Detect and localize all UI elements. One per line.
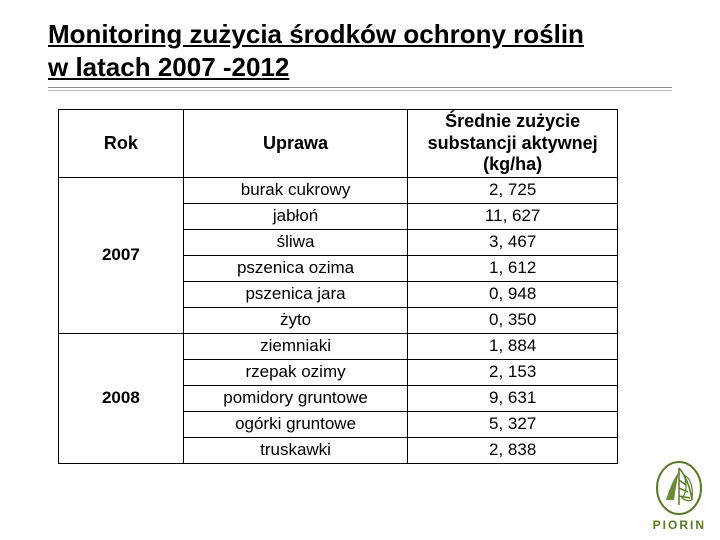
cell-rok: 2008	[59, 333, 184, 463]
cell-uprawa: rzepak ozimy	[183, 359, 408, 385]
cell-uprawa: jabłoń	[183, 203, 408, 229]
cell-uprawa: truskawki	[183, 437, 408, 463]
cell-value: 5, 327	[408, 411, 618, 437]
slide-content: Monitoring zużycia środków ochrony rośli…	[0, 0, 720, 464]
cell-value: 1, 612	[408, 255, 618, 281]
cell-value: 3, 467	[408, 229, 618, 255]
cell-value: 0, 350	[408, 307, 618, 333]
piorin-logo-text: PIORIN	[653, 518, 706, 532]
cell-uprawa: ogórki gruntowe	[183, 411, 408, 437]
cell-value: 2, 838	[408, 437, 618, 463]
cell-value: 9, 631	[408, 385, 618, 411]
table-row: 2007burak cukrowy2, 725	[59, 177, 618, 203]
cell-value: 11, 627	[408, 203, 618, 229]
usage-table: Rok Uprawa Średnie zużycie substancji ak…	[58, 109, 618, 464]
title-divider-2	[48, 90, 672, 91]
piorin-logo: PIORIN	[653, 460, 706, 532]
header-rok: Rok	[59, 110, 184, 178]
cell-uprawa: pszenica jara	[183, 281, 408, 307]
header-val: Średnie zużycie substancji aktywnej (kg/…	[408, 110, 618, 178]
cell-uprawa: ziemniaki	[183, 333, 408, 359]
cell-value: 2, 725	[408, 177, 618, 203]
cell-value: 0, 948	[408, 281, 618, 307]
page-title: Monitoring zużycia środków ochrony rośli…	[48, 18, 672, 83]
table-row: 2008ziemniaki1, 884	[59, 333, 618, 359]
title-divider-1	[48, 87, 672, 88]
cell-uprawa: pszenica ozima	[183, 255, 408, 281]
title-line-1: Monitoring zużycia środków ochrony rośli…	[48, 19, 584, 49]
cell-uprawa: burak cukrowy	[183, 177, 408, 203]
cell-uprawa: śliwa	[183, 229, 408, 255]
piorin-logo-icon	[654, 460, 704, 516]
table-header-row: Rok Uprawa Średnie zużycie substancji ak…	[59, 110, 618, 178]
cell-uprawa: pomidory gruntowe	[183, 385, 408, 411]
cell-value: 2, 153	[408, 359, 618, 385]
cell-uprawa: żyto	[183, 307, 408, 333]
title-line-2: w latach 2007 -2012	[48, 52, 289, 82]
header-uprawa: Uprawa	[183, 110, 408, 178]
cell-value: 1, 884	[408, 333, 618, 359]
cell-rok: 2007	[59, 177, 184, 333]
